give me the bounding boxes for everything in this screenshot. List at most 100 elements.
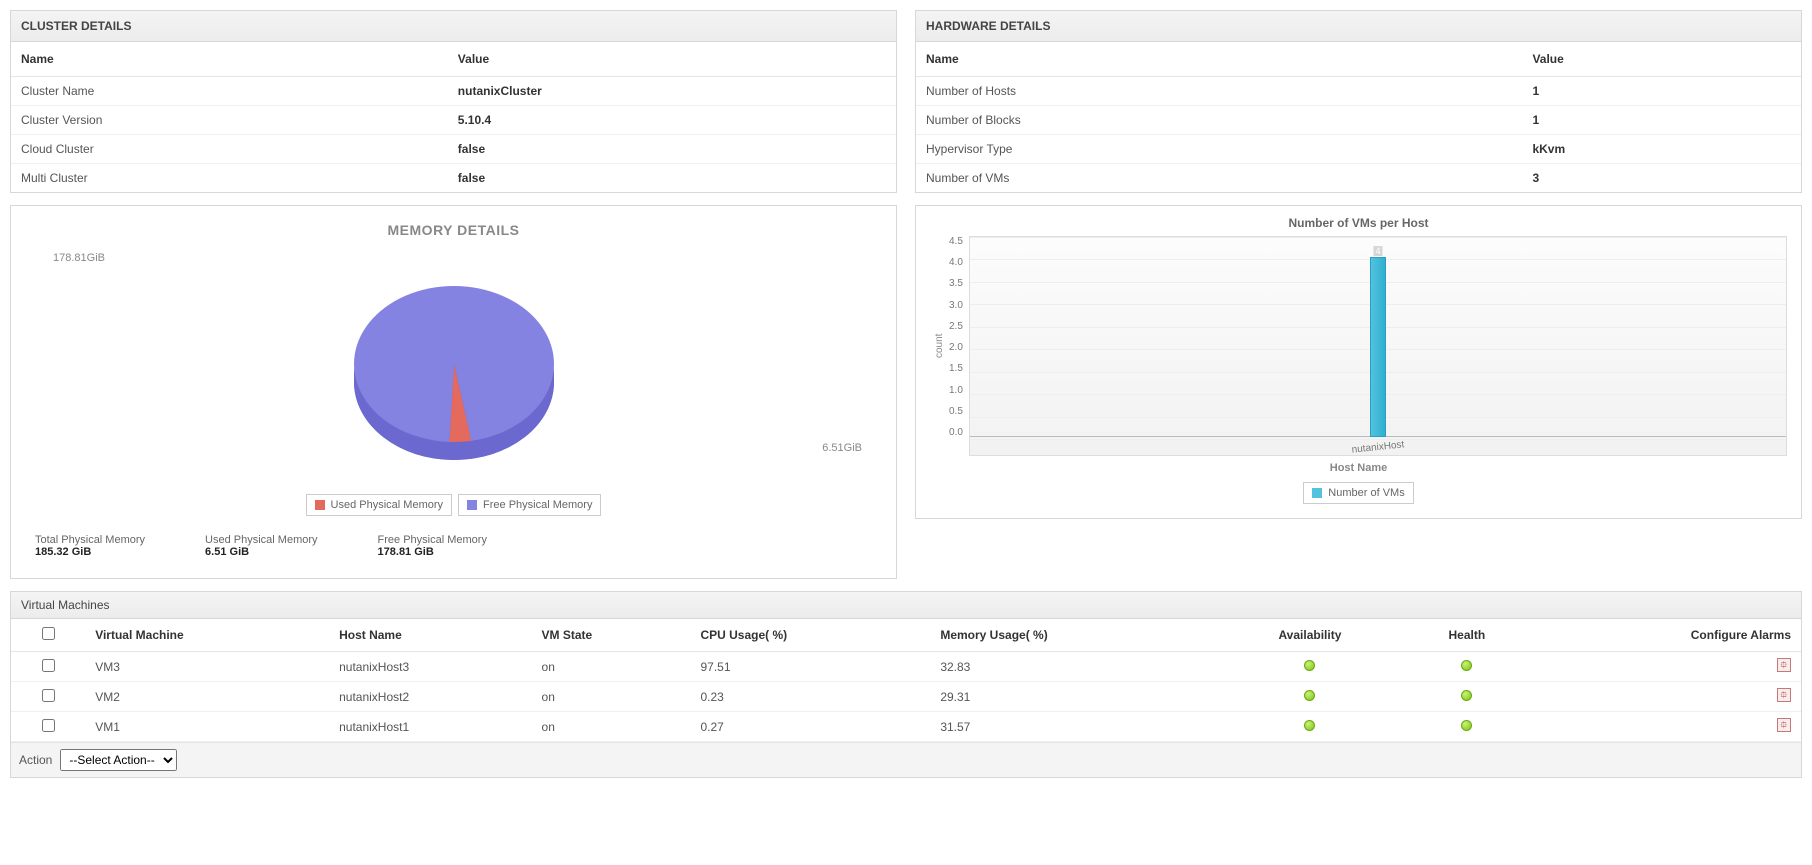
status-dot-icon: [1304, 690, 1315, 701]
row-checkbox[interactable]: [42, 719, 55, 732]
hardware-col-value: Value: [1522, 42, 1801, 77]
vm-cell-host: nutanixHost2: [329, 682, 531, 712]
bar-chart-title: Number of VMs per Host: [930, 216, 1787, 230]
bar-ytick: 3.0: [949, 300, 963, 311]
row-checkbox[interactable]: [42, 689, 55, 702]
memory-stat-label: Free Physical Memory: [378, 534, 487, 546]
table-row: VM2nutanixHost2on0.2329.31: [11, 682, 1801, 712]
vm-col-host: Host Name: [329, 619, 531, 652]
detail-name: Number of Hosts: [916, 77, 1522, 106]
vm-col-alarms: Configure Alarms: [1531, 619, 1801, 652]
table-row: Multi Clusterfalse: [11, 164, 896, 193]
detail-value: 5.10.4: [448, 106, 896, 135]
memory-stat-value: 6.51 GiB: [205, 546, 317, 558]
vm-cell-cpu: 0.27: [690, 712, 930, 742]
table-row: Cluster NamenutanixCluster: [11, 77, 896, 106]
table-row: VM3nutanixHost3on97.5132.83: [11, 652, 1801, 682]
status-dot-icon: [1461, 690, 1472, 701]
action-select[interactable]: --Select Action--: [60, 749, 177, 771]
vm-col-cpu: CPU Usage( %): [690, 619, 930, 652]
status-dot-icon: [1304, 660, 1315, 671]
detail-name: Hypervisor Type: [916, 135, 1522, 164]
memory-stat-label: Total Physical Memory: [35, 534, 145, 546]
detail-name: Cluster Version: [11, 106, 448, 135]
detail-name: Number of Blocks: [916, 106, 1522, 135]
configure-alarm-icon[interactable]: [1777, 688, 1791, 702]
vm-col-checkbox: [11, 619, 85, 652]
table-row: Number of VMs3: [916, 164, 1801, 193]
vm-col-state: VM State: [532, 619, 691, 652]
row-checkbox[interactable]: [42, 659, 55, 672]
memory-stat: Total Physical Memory185.32 GiB: [35, 534, 145, 558]
vm-cell-mem: 32.83: [930, 652, 1216, 682]
vm-cell-state: on: [532, 712, 691, 742]
memory-chart-title: MEMORY DETAILS: [25, 222, 882, 238]
vm-cell-host: nutanixHost1: [329, 712, 531, 742]
memory-stat-label: Used Physical Memory: [205, 534, 317, 546]
vm-cell-vm: VM1: [85, 712, 329, 742]
detail-value: nutanixCluster: [448, 77, 896, 106]
select-all-checkbox[interactable]: [42, 627, 55, 640]
vm-col-health: Health: [1403, 619, 1530, 652]
vm-col-avail: Availability: [1217, 619, 1403, 652]
bar-ytick: 0.0: [949, 427, 963, 438]
bar: 4: [1370, 257, 1386, 437]
vm-cell-state: on: [532, 682, 691, 712]
bar-legend-label: Number of VMs: [1328, 487, 1404, 499]
legend-free-label: Free Physical Memory: [483, 499, 592, 511]
hardware-col-name: Name: [916, 42, 1522, 77]
detail-value: false: [448, 164, 896, 193]
bar-ytick: 4.0: [949, 257, 963, 268]
bar-ytick: 2.0: [949, 342, 963, 353]
vm-cell-vm: VM3: [85, 652, 329, 682]
detail-value: 1: [1522, 77, 1801, 106]
vm-cell-mem: 31.57: [930, 712, 1216, 742]
bar-ytick: 1.5: [949, 363, 963, 374]
legend-used-label: Used Physical Memory: [331, 499, 443, 511]
status-dot-icon: [1304, 720, 1315, 731]
cluster-col-value: Value: [448, 42, 896, 77]
configure-alarm-icon[interactable]: [1777, 718, 1791, 732]
bar-y-axis-ticks: 4.5 4.0 3.5 3.0 2.5 2.0 1.5 1.0 0.5 0.0: [949, 236, 969, 456]
vm-col-vm: Virtual Machine: [85, 619, 329, 652]
table-row: Number of Blocks1: [916, 106, 1801, 135]
detail-name: Multi Cluster: [11, 164, 448, 193]
cluster-details-panel: CLUSTER DETAILS Name Value Cluster Namen…: [10, 10, 897, 193]
configure-alarm-icon[interactable]: [1777, 658, 1791, 672]
table-row: Cloud Clusterfalse: [11, 135, 896, 164]
bar-ytick: 0.5: [949, 406, 963, 417]
vm-col-mem: Memory Usage( %): [930, 619, 1216, 652]
bar-legend: Number of VMs: [1303, 482, 1413, 504]
virtual-machines-panel: Virtual Machines Virtual MachineHost Nam…: [10, 591, 1802, 778]
pie-label-free: 178.81GiB: [53, 252, 105, 264]
vm-cell-state: on: [532, 652, 691, 682]
bar-value-label: 4: [1373, 246, 1382, 256]
memory-stat: Free Physical Memory178.81 GiB: [378, 534, 487, 558]
memory-stat: Used Physical Memory6.51 GiB: [205, 534, 317, 558]
memory-stat-value: 178.81 GiB: [378, 546, 487, 558]
detail-name: Number of VMs: [916, 164, 1522, 193]
vms-per-host-panel: Number of VMs per Host count 4.5 4.0 3.5 3.…: [915, 205, 1802, 519]
vm-cell-host: nutanixHost3: [329, 652, 531, 682]
vm-cell-vm: VM2: [85, 682, 329, 712]
detail-value: 3: [1522, 164, 1801, 193]
pie-label-used: 6.51GiB: [822, 442, 862, 454]
bar-ytick: 4.5: [949, 236, 963, 247]
bar-ytick: 2.5: [949, 321, 963, 332]
vm-table: Virtual MachineHost NameVM StateCPU Usag…: [11, 619, 1801, 742]
table-row: Number of Hosts1: [916, 77, 1801, 106]
bar-y-axis-label: count: [930, 236, 949, 456]
bar-x-axis-label: Host Name: [930, 462, 1787, 474]
memory-stat-value: 185.32 GiB: [35, 546, 145, 558]
detail-name: Cloud Cluster: [11, 135, 448, 164]
detail-name: Cluster Name: [11, 77, 448, 106]
bar-ytick: 1.0: [949, 385, 963, 396]
hardware-details-title: HARDWARE DETAILS: [916, 11, 1801, 42]
bar-ytick: 3.5: [949, 278, 963, 289]
hardware-details-panel: HARDWARE DETAILS Name Value Number of Ho…: [915, 10, 1802, 193]
memory-legend: Used Physical Memory Free Physical Memor…: [25, 494, 882, 516]
status-dot-icon: [1461, 720, 1472, 731]
detail-value: 1: [1522, 106, 1801, 135]
memory-stats-row: Total Physical Memory185.32 GiB Used Phys…: [25, 534, 882, 564]
detail-value: false: [448, 135, 896, 164]
